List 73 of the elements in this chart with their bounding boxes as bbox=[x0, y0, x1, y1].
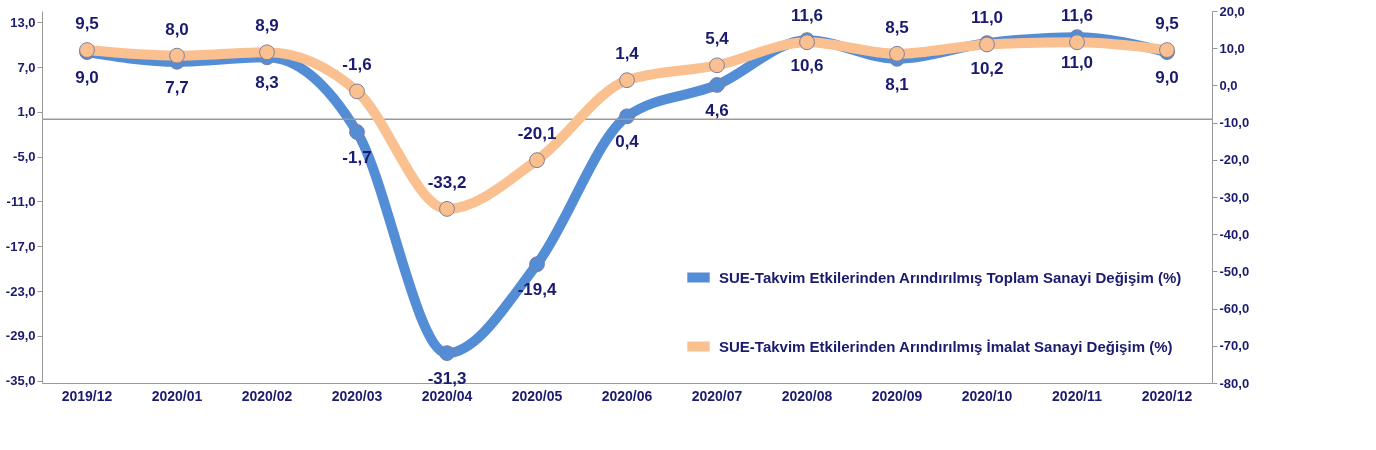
y2-tick-label: -60,0 bbox=[1219, 301, 1250, 317]
data-label: 8,3 bbox=[255, 73, 279, 93]
data-label: 11,6 bbox=[790, 6, 824, 26]
data-label: 5,4 bbox=[705, 29, 730, 49]
point bbox=[349, 83, 365, 100]
y2-tick-label: -50,0 bbox=[1219, 263, 1250, 279]
point bbox=[529, 152, 545, 169]
y2-tick-label: -10,0 bbox=[1219, 115, 1250, 131]
x-tick-label: 2020/12 bbox=[1141, 388, 1193, 404]
y-tick-label: -35,0 bbox=[5, 373, 36, 389]
point bbox=[619, 108, 635, 125]
data-label: 9,0 bbox=[1155, 68, 1179, 88]
x-tick-label: 2020/09 bbox=[871, 388, 923, 404]
data-label: 11,6 bbox=[1060, 6, 1094, 26]
data-label: 7,7 bbox=[165, 77, 189, 97]
data-label: 8,1 bbox=[885, 74, 909, 94]
y-tick-label: -11,0 bbox=[6, 193, 36, 209]
y-tick-label: 7,0 bbox=[17, 59, 36, 75]
y2-tick-label: 10,0 bbox=[1219, 40, 1245, 56]
y-tick-label: 13,0 bbox=[10, 14, 36, 30]
data-label: 1,4 bbox=[615, 44, 640, 64]
point bbox=[709, 57, 725, 74]
legend-label: SUE-Takvim Etkilerinden Arındırılmış Toplam Sanayi Değişim (%) bbox=[719, 268, 1182, 286]
point bbox=[529, 256, 545, 273]
y-tick-label: -17,0 bbox=[5, 238, 36, 254]
y2-tick-label: -40,0 bbox=[1219, 226, 1250, 242]
y-tick-label: -23,0 bbox=[5, 283, 36, 299]
x-tick-label: 2020/10 bbox=[961, 388, 1013, 404]
point bbox=[259, 44, 275, 61]
point bbox=[439, 345, 455, 362]
y-tick-label: -29,0 bbox=[5, 328, 36, 344]
x-tick-label: 2020/11 bbox=[1052, 388, 1103, 404]
data-label: 9,5 bbox=[75, 14, 99, 34]
x-tick-label: 2020/04 bbox=[421, 388, 473, 404]
data-label: 0,4 bbox=[615, 132, 640, 152]
x-tick-label: 2020/06 bbox=[601, 388, 653, 404]
data-label: 8,0 bbox=[165, 19, 189, 39]
x-tick-label: 2020/01 bbox=[151, 388, 203, 404]
x-tick-label: 2020/03 bbox=[331, 388, 383, 404]
data-label: 8,9 bbox=[255, 16, 279, 36]
y2-tick-label: -70,0 bbox=[1219, 338, 1250, 354]
x-tick-label: 2019/12 bbox=[61, 388, 113, 404]
point bbox=[1069, 34, 1085, 51]
data-label: -31,3 bbox=[427, 369, 467, 389]
data-label: 11,0 bbox=[970, 8, 1004, 28]
data-label: 9,0 bbox=[75, 68, 99, 88]
data-label: 4,6 bbox=[705, 100, 729, 120]
x-tick-label: 2020/05 bbox=[511, 388, 563, 404]
data-label: 8,5 bbox=[885, 17, 909, 37]
data-label: -33,2 bbox=[427, 172, 467, 192]
y2-tick-label: -80,0 bbox=[1219, 375, 1250, 391]
point bbox=[169, 47, 185, 64]
y-tick-label: 1,0 bbox=[17, 104, 36, 120]
data-label: 9,5 bbox=[1155, 14, 1179, 34]
y2-tick-label: -20,0 bbox=[1219, 152, 1250, 168]
data-label: 11,0 bbox=[1060, 53, 1094, 73]
y2-tick-label: -30,0 bbox=[1219, 189, 1250, 205]
data-label: 10,6 bbox=[790, 56, 824, 76]
y-tick-label: -5,0 bbox=[13, 149, 36, 165]
y2-tick-label: 0,0 bbox=[1219, 77, 1238, 93]
x-tick-label: 2020/08 bbox=[781, 388, 833, 404]
x-tick-label: 2020/07 bbox=[691, 388, 743, 404]
data-label: -1,6 bbox=[342, 55, 372, 75]
point bbox=[439, 201, 455, 217]
data-label: -20,1 bbox=[517, 124, 557, 144]
x-tick-label: 2020/02 bbox=[241, 388, 293, 404]
point bbox=[709, 77, 725, 93]
point bbox=[349, 124, 365, 140]
point bbox=[889, 45, 905, 62]
legend-label: SUE-Takvim Etkilerinden Arındırılmış İmalat Sanayi Değişim (%) bbox=[719, 337, 1173, 355]
data-label: 10,2 bbox=[970, 59, 1004, 79]
point bbox=[619, 72, 635, 89]
y2-tick-label: 20,0 bbox=[1219, 3, 1245, 19]
